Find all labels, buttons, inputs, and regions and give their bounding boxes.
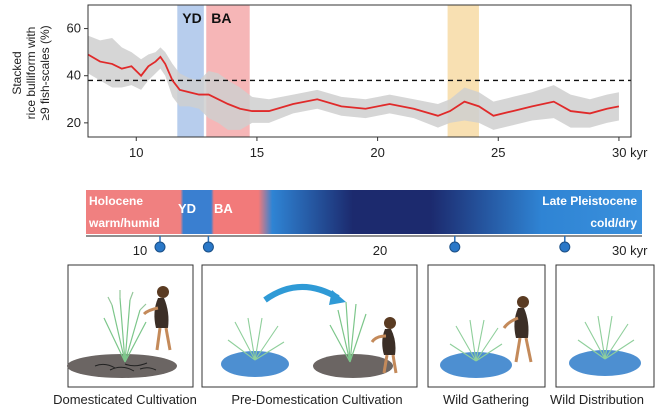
root-lines xyxy=(94,362,157,372)
x-axis: 10 15 20 25 xyxy=(129,137,620,160)
wild-rice-icon xyxy=(449,319,503,362)
x-unit-label: 30 kyr xyxy=(612,145,648,160)
panel-pre-domestication xyxy=(201,264,418,388)
x-tick-label: 10 xyxy=(129,145,143,160)
caption-domesticated: Domesticated Cultivation xyxy=(53,392,197,407)
caption-wild-distribution: Wild Distribution xyxy=(550,392,644,407)
water-ellipse xyxy=(440,352,512,378)
plot-frame xyxy=(87,4,632,138)
water-ellipse xyxy=(569,350,641,376)
caption-wild-gathering: Wild Gathering xyxy=(443,392,529,407)
farmer-figure-icon xyxy=(142,286,172,351)
panel-domesticated xyxy=(67,264,194,388)
rice-plant-icon xyxy=(103,290,147,363)
period-labels: YD BA xyxy=(182,10,231,26)
period-bands xyxy=(177,5,479,137)
wild-rice-icon xyxy=(577,315,635,360)
panel-wild-gathering xyxy=(427,264,546,388)
chart: YD BA 20 40 60 10 15 20 25 30 kyr Stacked rice… xyxy=(10,4,648,160)
rice-plant-icon xyxy=(329,301,367,363)
label-yd: YD xyxy=(178,201,196,216)
water-ellipse xyxy=(221,351,289,377)
x-tick-label: 15 xyxy=(250,145,264,160)
x-tick-label: 20 xyxy=(370,145,384,160)
label-ba: BA xyxy=(214,201,233,216)
timeline-tick-30: 30 kyr xyxy=(612,243,648,258)
series-line xyxy=(87,53,620,117)
uncertainty-band-layer xyxy=(88,35,619,130)
timeline-tick-10: 10 xyxy=(133,243,147,258)
y-label-line-1: Stacked xyxy=(10,51,24,94)
uncertainty-band xyxy=(88,35,619,130)
dark-soil-ellipse xyxy=(313,354,393,378)
y-axis-label: Stacked rice bulliform with ≥9 fish-scal… xyxy=(10,25,52,120)
timeline-marker-dot xyxy=(559,241,571,253)
label-cold-dry: cold/dry xyxy=(590,216,637,230)
y-tick-label: 20 xyxy=(67,115,81,130)
period-label-ba: BA xyxy=(211,10,231,26)
timeline-tick-20: 20 xyxy=(373,243,387,258)
dark-soil-ellipse xyxy=(67,354,177,378)
period-band-yd xyxy=(177,5,204,137)
y-tick-label: 60 xyxy=(67,21,81,36)
timeline-marker-dot xyxy=(449,241,461,253)
arrow-head-icon xyxy=(329,290,346,305)
wild-rice-icon xyxy=(227,317,285,361)
period-label-yd: YD xyxy=(182,10,201,26)
label-warm-humid: warm/humid xyxy=(88,216,160,230)
caption-pre-domestication: Pre-Domestication Cultivation xyxy=(231,392,402,407)
panel-wild-distribution xyxy=(555,264,655,388)
gatherer-figure-icon xyxy=(502,296,533,363)
timeline-bar xyxy=(86,190,642,234)
timeline-markers xyxy=(154,236,571,253)
x-tick-label: 25 xyxy=(491,145,505,160)
y-label-line-3: ≥9 fish-scales (%) xyxy=(38,25,52,120)
farmer-figure-icon xyxy=(370,317,398,374)
climate-timeline: Holocene warm/humid YD BA Late Pleistoce… xyxy=(86,190,648,258)
label-late-pleistocene: Late Pleistocene xyxy=(542,194,637,208)
transfer-arrow-icon xyxy=(263,284,340,303)
y-tick-label: 40 xyxy=(67,68,81,83)
timeline-marker-dot xyxy=(202,241,214,253)
timeline-marker-dot xyxy=(154,241,166,253)
label-holocene: Holocene xyxy=(89,194,143,208)
y-axis: 20 40 60 xyxy=(67,21,88,130)
y-label-line-2: rice bulliform with xyxy=(24,27,38,120)
